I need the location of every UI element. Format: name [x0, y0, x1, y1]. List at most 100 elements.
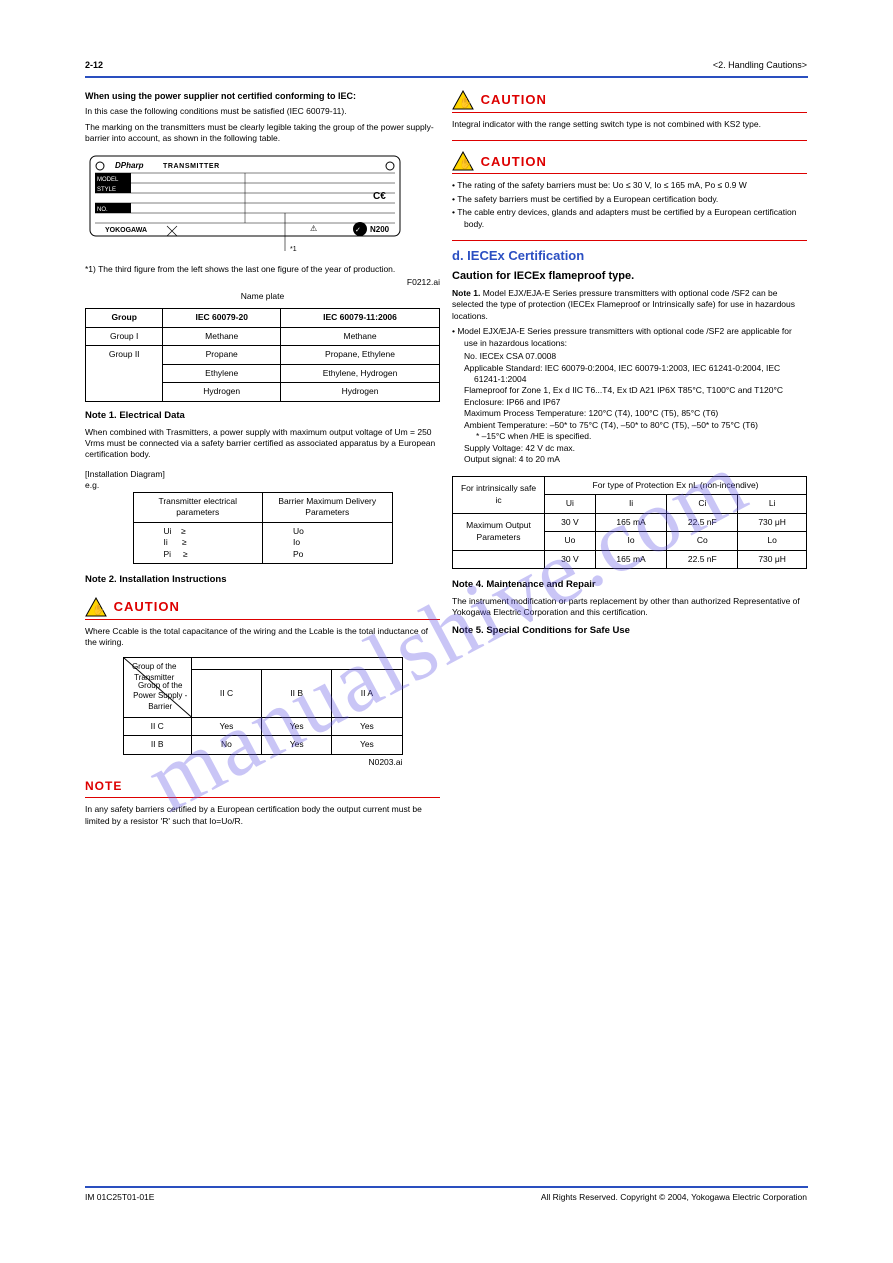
top-rule — [85, 76, 808, 78]
cell: Ethylene, Hydrogen — [281, 364, 440, 382]
section-title: <2. Handling Cautions> — [713, 60, 807, 70]
cell: Yes — [332, 717, 402, 735]
note1-label: Note 1. — [85, 410, 117, 421]
note2-label: Note 2. — [85, 574, 117, 585]
caution-2: ✋ CAUTION Integral indicator with the ra… — [452, 90, 807, 141]
bullet: • Model EJX/EJA-E Series pressure transm… — [452, 326, 807, 349]
svg-text:C€: C€ — [373, 191, 386, 202]
svg-text:*1: *1 — [290, 246, 297, 253]
svg-text:N200: N200 — [370, 225, 390, 234]
caution-text: Integral indicator with the range settin… — [452, 119, 807, 130]
nameplate-footnote: *1) The third figure from the left shows… — [85, 264, 440, 275]
cell: IEC 60079-20 — [163, 309, 281, 327]
warning-icon: ✋ — [85, 597, 107, 617]
note5-title: Special Conditions for Safe Use — [486, 625, 630, 636]
note-label: NOTE — [85, 779, 122, 793]
install-diagram-label: [Installation Diagram] — [85, 469, 440, 480]
nameplate-figure: DPharp TRANSMITTER MODEL STYLE NO. C€ ✓ … — [85, 151, 440, 303]
noted-1: Note 1. — [452, 288, 480, 298]
spec-6: Supply Voltage: 42 V dc max. — [464, 443, 807, 454]
cell: II C — [123, 717, 191, 735]
cell: Group — [86, 309, 163, 327]
cell: Ui ≥Ii ≥Pi ≥ — [133, 522, 263, 563]
red-rule — [452, 112, 807, 113]
spec-7: Output signal: 4 to 20 mA — [464, 454, 807, 465]
cell: Ethylene — [163, 364, 281, 382]
note-text: In any safety barriers certified by a Eu… — [85, 804, 440, 827]
noted-1-text: Model EJX/EJA-E Series pressure transmit… — [452, 288, 795, 321]
spec-4: Ambient Temperature: –50* to 75°C (T4), … — [464, 420, 807, 431]
right-column: ✋ CAUTION Integral indicator with the ra… — [452, 90, 807, 642]
cell: Group of the Power Supply - Barrier — [130, 681, 191, 713]
warning-icon: ✋ — [452, 151, 474, 171]
cell: II B — [123, 736, 191, 754]
cell: Ui — [545, 495, 596, 513]
note1-title: Electrical Data — [119, 410, 184, 421]
cell: For type of Protection Ex nL (non-incend… — [545, 476, 807, 494]
cell: II C — [191, 669, 261, 717]
note1-body: When combined with Trasmitters, a power … — [85, 427, 440, 461]
cell: 165 mA — [595, 550, 667, 568]
cell: Group I — [86, 327, 163, 345]
svg-text:YOKOGAWA: YOKOGAWA — [105, 227, 147, 234]
cell: 22.5 nF — [667, 513, 738, 531]
cell — [191, 657, 402, 669]
conditions-heading: When using the power supplier not certif… — [85, 90, 440, 102]
conditions-text-2: The marking on the transmitters must be … — [85, 122, 440, 145]
cell: Lo — [738, 532, 807, 550]
cell: Hydrogen — [163, 383, 281, 401]
caution-label: CAUTION — [481, 91, 547, 109]
red-rule — [85, 797, 440, 798]
cell: Li — [738, 495, 807, 513]
barrier-table: Transmitter electrical parametersBarrier… — [133, 492, 393, 564]
cell: For intrinsically safe ic — [453, 476, 545, 513]
footer-copyright: All Rights Reserved. Copyright © 2004, Y… — [541, 1192, 807, 1202]
svg-text:✋: ✋ — [92, 603, 104, 616]
section-d-title: d. IECEx Certification — [452, 247, 807, 265]
cert-no: No. IECEx CSA 07.0008 — [464, 351, 807, 362]
svg-text:⚠: ⚠ — [310, 224, 317, 233]
warning-icon: ✋ — [452, 90, 474, 110]
bullet: • The cable entry devices, glands and ad… — [452, 207, 807, 230]
note4-body: The instrument modification or parts rep… — [452, 596, 807, 619]
svg-text:TRANSMITTER: TRANSMITTER — [163, 163, 220, 170]
ratio-caption: N0203.ai — [123, 757, 403, 768]
red-rule — [452, 173, 807, 174]
bottom-rule — [85, 1186, 808, 1188]
cell: Group II — [86, 346, 163, 401]
svg-text:STYLE: STYLE — [97, 187, 116, 193]
cell: 730 μH — [738, 550, 807, 568]
svg-text:MODEL: MODEL — [97, 177, 119, 183]
cell: Yes — [262, 736, 332, 754]
spec-0: Applicable Standard: IEC 60079-0:2004, I… — [464, 363, 807, 386]
cell: 730 μH — [738, 513, 807, 531]
cell: UoIoPo — [263, 522, 393, 563]
cell: Methane — [163, 327, 281, 345]
note4-label: Note 4. — [452, 579, 484, 590]
spec-3: Maximum Process Temperature: 120°C (T4),… — [464, 408, 807, 419]
cell: Yes — [332, 736, 402, 754]
cell: Io — [595, 532, 667, 550]
cell: 165 mA — [595, 513, 667, 531]
cell: Group of the Transmitter — [124, 662, 185, 684]
group-table: Group IEC 60079-20 IEC 60079-11:2006 Gro… — [85, 308, 440, 401]
section-d-sub: Caution for IECEx flameproof type. — [452, 269, 807, 284]
red-rule — [452, 140, 807, 141]
cell: 30 V — [545, 513, 596, 531]
svg-text:✋: ✋ — [459, 157, 471, 170]
elec-table: For intrinsically safe ic For type of Pr… — [452, 476, 807, 569]
caution-3: ✋ CAUTION • The rating of the safety bar… — [452, 151, 807, 241]
left-column: When using the power supplier not certif… — [85, 90, 440, 827]
cell: Uo — [545, 532, 596, 550]
caution-text: Where Ccable is the total capacitance of… — [85, 626, 440, 649]
cell: Ii — [595, 495, 667, 513]
red-rule — [85, 619, 440, 620]
spec-5: * –15°C when /HE is specified. — [476, 431, 807, 442]
slash-cell: Group of the Power Supply - Barrier Grou… — [123, 657, 191, 717]
cell: II A — [332, 669, 402, 717]
cell — [453, 550, 545, 568]
cell: No — [191, 736, 261, 754]
caution-label: CAUTION — [114, 598, 180, 616]
cell: Maximum Output Parameters — [453, 513, 545, 550]
page-number: 2-12 — [85, 60, 103, 70]
